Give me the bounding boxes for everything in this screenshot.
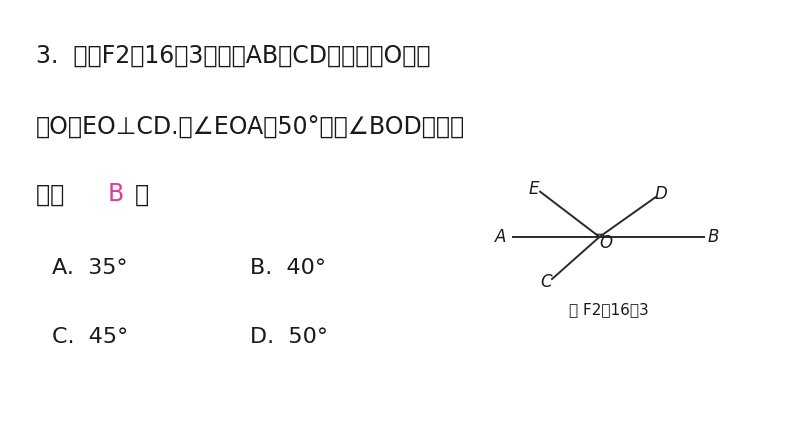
Text: D: D: [654, 185, 667, 203]
Text: B.  40°: B. 40°: [250, 258, 326, 278]
Text: B: B: [707, 228, 719, 246]
Text: 3.  如图F2－16－3，直线AB，CD相交于点O，过: 3. 如图F2－16－3，直线AB，CD相交于点O，过: [36, 44, 430, 68]
Text: E: E: [529, 180, 539, 198]
Text: D.  50°: D. 50°: [250, 328, 328, 347]
Text: 图 F2－16－3: 图 F2－16－3: [569, 303, 649, 317]
Text: 是（: 是（: [36, 182, 79, 207]
Text: ）: ）: [120, 182, 149, 207]
Text: C: C: [541, 273, 553, 291]
Text: B: B: [107, 182, 123, 207]
Text: 点O作EO⊥CD.若∠EOA＝50°，则∠BOD的度数: 点O作EO⊥CD.若∠EOA＝50°，则∠BOD的度数: [36, 115, 464, 139]
Text: A: A: [495, 228, 507, 246]
Text: A.  35°: A. 35°: [52, 258, 127, 278]
Text: C.  45°: C. 45°: [52, 328, 128, 347]
Text: O: O: [599, 234, 612, 252]
